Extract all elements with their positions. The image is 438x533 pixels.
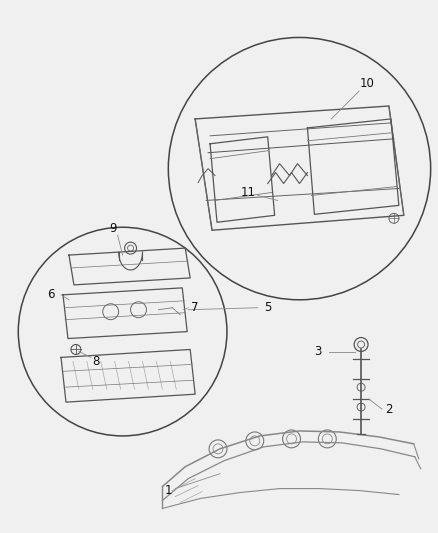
Text: 9: 9 — [109, 222, 117, 235]
Text: 1: 1 — [165, 484, 172, 497]
Text: 2: 2 — [385, 402, 392, 416]
Text: 5: 5 — [264, 301, 272, 314]
Text: 8: 8 — [92, 355, 99, 368]
Text: 3: 3 — [314, 345, 321, 358]
Text: 10: 10 — [360, 77, 374, 90]
Text: 11: 11 — [240, 186, 255, 199]
Text: 7: 7 — [191, 301, 199, 314]
Text: 6: 6 — [47, 288, 55, 301]
